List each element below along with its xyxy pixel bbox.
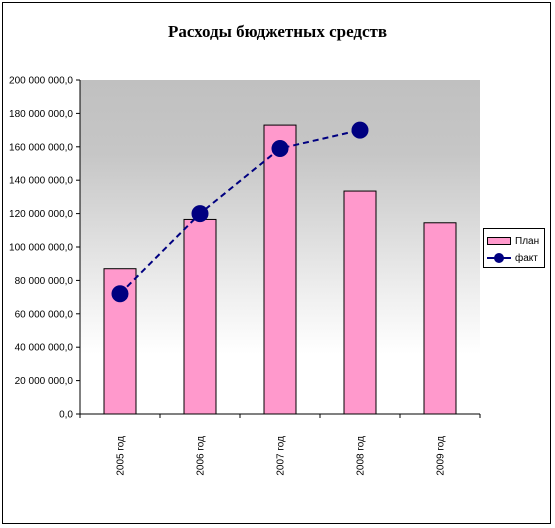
legend: План факт bbox=[483, 228, 545, 268]
legend-bar-swatch bbox=[487, 237, 511, 245]
x-tick-label: 2009 год bbox=[436, 436, 447, 476]
point-fact bbox=[191, 205, 209, 223]
y-tick-label: 160 000 000,0 bbox=[9, 142, 73, 153]
y-tick-label: 140 000 000,0 bbox=[9, 176, 73, 187]
y-tick-label: 60 000 000,0 bbox=[15, 309, 74, 320]
legend-item-plan: План bbox=[487, 234, 539, 248]
y-tick-label: 40 000 000,0 bbox=[15, 343, 74, 354]
legend-label-plan: План bbox=[515, 235, 540, 247]
bar-plan bbox=[263, 124, 297, 415]
bar-plan bbox=[343, 190, 377, 415]
y-tick-label: 120 000 000,0 bbox=[9, 209, 73, 220]
point-fact bbox=[271, 139, 289, 157]
y-tick-label: 180 000 000,0 bbox=[9, 109, 73, 120]
x-tick-label: 2005 год bbox=[116, 436, 127, 476]
legend-item-fact: факт bbox=[487, 251, 538, 265]
y-tick-label: 0,0 bbox=[59, 410, 73, 421]
y-tick-label: 80 000 000,0 bbox=[15, 276, 74, 287]
point-fact bbox=[351, 121, 369, 139]
x-tick-label: 2007 год bbox=[276, 436, 287, 476]
line-fact bbox=[119, 129, 361, 295]
point-fact bbox=[111, 285, 129, 303]
legend-label-fact: факт bbox=[515, 252, 538, 264]
y-tick-label: 100 000 000,0 bbox=[9, 243, 73, 254]
chart-title: Расходы бюджетных средств bbox=[167, 22, 388, 41]
x-tick-label: 2008 год bbox=[356, 436, 367, 476]
y-tick-label: 200 000 000,0 bbox=[9, 76, 73, 87]
bar-plan bbox=[183, 218, 217, 415]
y-tick-label: 20 000 000,0 bbox=[15, 376, 74, 387]
bar-plan bbox=[423, 222, 457, 415]
legend-line-swatch bbox=[487, 252, 511, 264]
x-tick-label: 2006 год bbox=[196, 436, 207, 476]
